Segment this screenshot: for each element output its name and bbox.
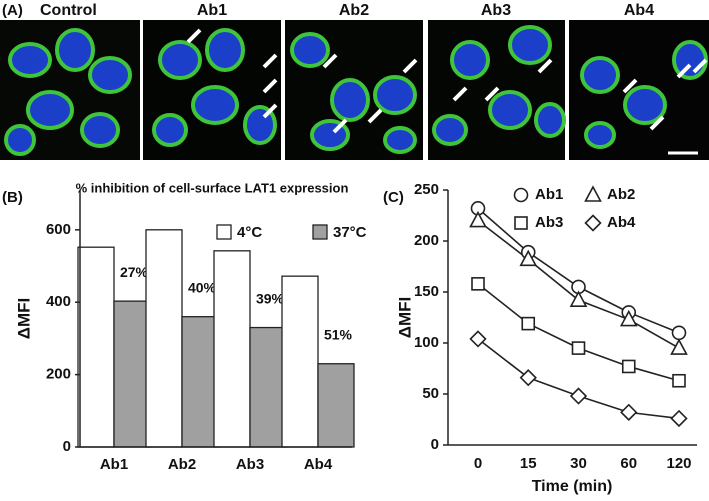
- x-tick-label: Ab3: [236, 456, 264, 473]
- y-axis-label: ΔMFI: [14, 298, 33, 340]
- legend-label: 37°C: [333, 224, 367, 241]
- bar: [317, 363, 355, 448]
- panel-label: (A): [2, 2, 23, 19]
- bar: [281, 275, 319, 448]
- point: [670, 409, 688, 428]
- legend-marker: [514, 216, 528, 230]
- x-tick-label: 15: [520, 455, 537, 472]
- x-tick-label: 120: [666, 455, 691, 472]
- panel-title: Ab2: [339, 2, 369, 19]
- point: [569, 290, 588, 307]
- legend-label: Ab1: [535, 186, 563, 203]
- y-tick-label: 100: [414, 334, 439, 351]
- y-tick-label: 200: [46, 366, 71, 383]
- x-tick-label: Ab4: [304, 456, 333, 473]
- x-tick-label: 60: [620, 455, 637, 472]
- legend-swatch: [216, 224, 232, 240]
- x-tick-label: 30: [570, 455, 587, 472]
- micrographs: (A) Control Ab1 Ab2 Ab3 Ab4: [0, 2, 709, 160]
- bar: [145, 229, 183, 448]
- y-tick-label: 50: [422, 385, 439, 402]
- point: [620, 403, 638, 421]
- x-tick-label: 0: [474, 455, 482, 472]
- y-tick-label: 250: [414, 181, 439, 198]
- legend-label: Ab2: [607, 186, 635, 203]
- panel-title: Ab3: [481, 2, 511, 19]
- point: [469, 210, 487, 228]
- annotation: 39%: [256, 290, 285, 306]
- point: [671, 325, 687, 341]
- panel-title: Ab4: [624, 2, 654, 19]
- bar: [249, 326, 287, 448]
- line: [477, 207, 680, 334]
- annotation: 27%: [120, 264, 149, 280]
- point: [670, 338, 688, 355]
- point: [569, 387, 588, 405]
- panel-label: (C): [383, 189, 404, 206]
- annotation: 40%: [188, 279, 217, 295]
- arrows: [186, 28, 708, 134]
- y-axis-label: ΔMFI: [395, 297, 414, 339]
- legend-label: Ab4: [607, 214, 636, 231]
- y-tick-label: 600: [46, 221, 71, 238]
- bar: [181, 316, 219, 448]
- x-tick-label: Ab1: [100, 456, 128, 473]
- y-tick-label: 0: [431, 436, 439, 453]
- point: [619, 309, 638, 327]
- panel-label: (B): [2, 189, 23, 206]
- x-tick-label: Ab2: [168, 456, 196, 473]
- point: [672, 373, 686, 388]
- y-tick-label: 0: [63, 438, 71, 455]
- bar: [77, 246, 115, 448]
- panel-title: Control: [40, 2, 97, 19]
- point: [571, 341, 586, 355]
- legend-swatch: [312, 224, 328, 240]
- legend-marker: [584, 214, 602, 232]
- panel-title: Ab1: [197, 2, 227, 19]
- x-axis-label: Time (min): [532, 478, 613, 495]
- bar: [113, 300, 151, 448]
- legend-marker: [584, 185, 602, 202]
- legend-label: 4°C: [237, 224, 262, 241]
- point: [621, 359, 636, 374]
- annotation: 51%: [324, 326, 353, 342]
- legend-label: Ab3: [535, 214, 563, 231]
- y-tick-label: 400: [46, 293, 71, 310]
- bar: [213, 250, 251, 448]
- legend-marker: [513, 187, 529, 203]
- point: [521, 316, 536, 331]
- point: [471, 277, 485, 291]
- y-tick-label: 200: [414, 232, 439, 249]
- point: [519, 369, 537, 387]
- point: [469, 330, 487, 348]
- y-tick-label: 150: [414, 283, 439, 300]
- point: [519, 249, 538, 267]
- cells: [4, 25, 708, 156]
- chart-title: % inhibition of cell-surface LAT1 expres…: [76, 180, 349, 195]
